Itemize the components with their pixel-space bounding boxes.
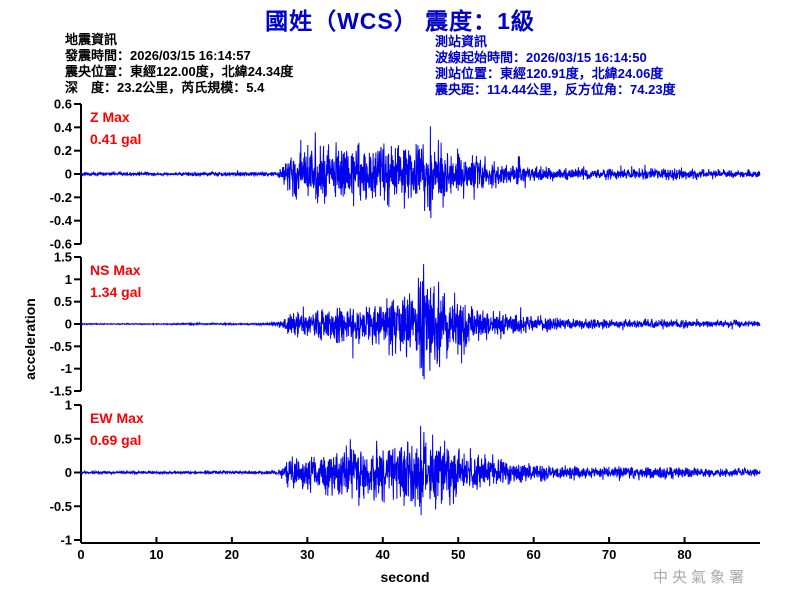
waveform-trace-Z xyxy=(80,126,761,219)
y-tick-label-EW: 0.5 xyxy=(54,431,72,446)
y-tick-label-NS: 0 xyxy=(65,317,72,332)
x-tick-label: 70 xyxy=(602,547,616,562)
station-distance-azimuth: 震央距：114.44公里，反方位角：74.23度 xyxy=(435,82,676,97)
page-title: 國姓（WCS） 震度：1級 xyxy=(265,8,535,34)
x-axis-label: second xyxy=(380,569,430,585)
x-tick-label: 20 xyxy=(225,547,239,562)
station-info-block: 測站資訊 波線起始時間：2026/03/15 16:14:50 測站位置：東經1… xyxy=(435,34,676,98)
y-tick-label-Z: 0.6 xyxy=(54,97,72,112)
y-tick-label-Z: -0.4 xyxy=(50,213,73,228)
event-epicenter: 震央位置：東經122.00度，北緯24.34度 xyxy=(65,64,294,79)
x-tick-label: 50 xyxy=(451,547,465,562)
y-axis-label: acceleration xyxy=(22,298,38,380)
y-tick-label-NS: 0.5 xyxy=(54,294,72,309)
channel-max-name-NS: NS Max xyxy=(90,262,141,278)
x-tick-label: 30 xyxy=(300,547,314,562)
station-wave-start-time: 波線起始時間：2026/03/15 16:14:50 xyxy=(435,50,647,65)
event-origin-time: 發震時間：2026/03/15 16:14:57 xyxy=(65,48,251,63)
waveform-trace-EW xyxy=(80,425,761,516)
channel-max-name-Z: Z Max xyxy=(90,109,130,125)
y-tick-label-NS: 1.5 xyxy=(54,250,72,265)
y-tick-label-NS: -0.5 xyxy=(50,339,72,354)
event-info-heading: 地震資訊 xyxy=(65,32,118,47)
station-info-heading: 測站資訊 xyxy=(435,34,488,49)
y-tick-label-EW: -0.5 xyxy=(50,499,72,514)
x-tick-label: 10 xyxy=(149,547,163,562)
event-info-block: 地震資訊 發震時間：2026/03/15 16:14:57 震央位置：東經122… xyxy=(65,32,293,96)
channel-max-value-EW: 0.69 gal xyxy=(90,432,141,448)
x-tick-label: 40 xyxy=(376,547,390,562)
x-tick-label: 60 xyxy=(526,547,540,562)
y-tick-label-Z: 0.4 xyxy=(54,120,73,135)
watermark-agency: 中央氣象署 xyxy=(653,570,749,586)
x-tick-label: 80 xyxy=(677,547,691,562)
y-tick-label-Z: 0.2 xyxy=(54,143,72,158)
event-depth-magnitude: 深 度：23.2公里，芮氏規模：5.4 xyxy=(65,80,265,95)
x-tick-label: 0 xyxy=(77,547,84,562)
channel-max-value-NS: 1.34 gal xyxy=(90,284,141,300)
y-tick-label-EW: 1 xyxy=(65,398,72,413)
y-tick-label-NS: -1.5 xyxy=(50,384,72,399)
y-tick-label-NS: -1 xyxy=(60,361,72,376)
channel-max-value-Z: 0.41 gal xyxy=(90,131,141,147)
waveform-trace-NS xyxy=(80,264,761,380)
y-tick-label-EW: -1 xyxy=(60,533,72,548)
y-tick-label-EW: 0 xyxy=(65,465,72,480)
y-tick-label-NS: 1 xyxy=(65,272,72,287)
station-location: 測站位置：東經120.91度，北緯24.06度 xyxy=(435,66,664,81)
channel-max-name-EW: EW Max xyxy=(90,410,144,426)
y-tick-label-Z: -0.6 xyxy=(50,237,72,252)
y-tick-label-Z: -0.2 xyxy=(50,190,72,205)
y-tick-label-Z: 0 xyxy=(65,167,72,182)
